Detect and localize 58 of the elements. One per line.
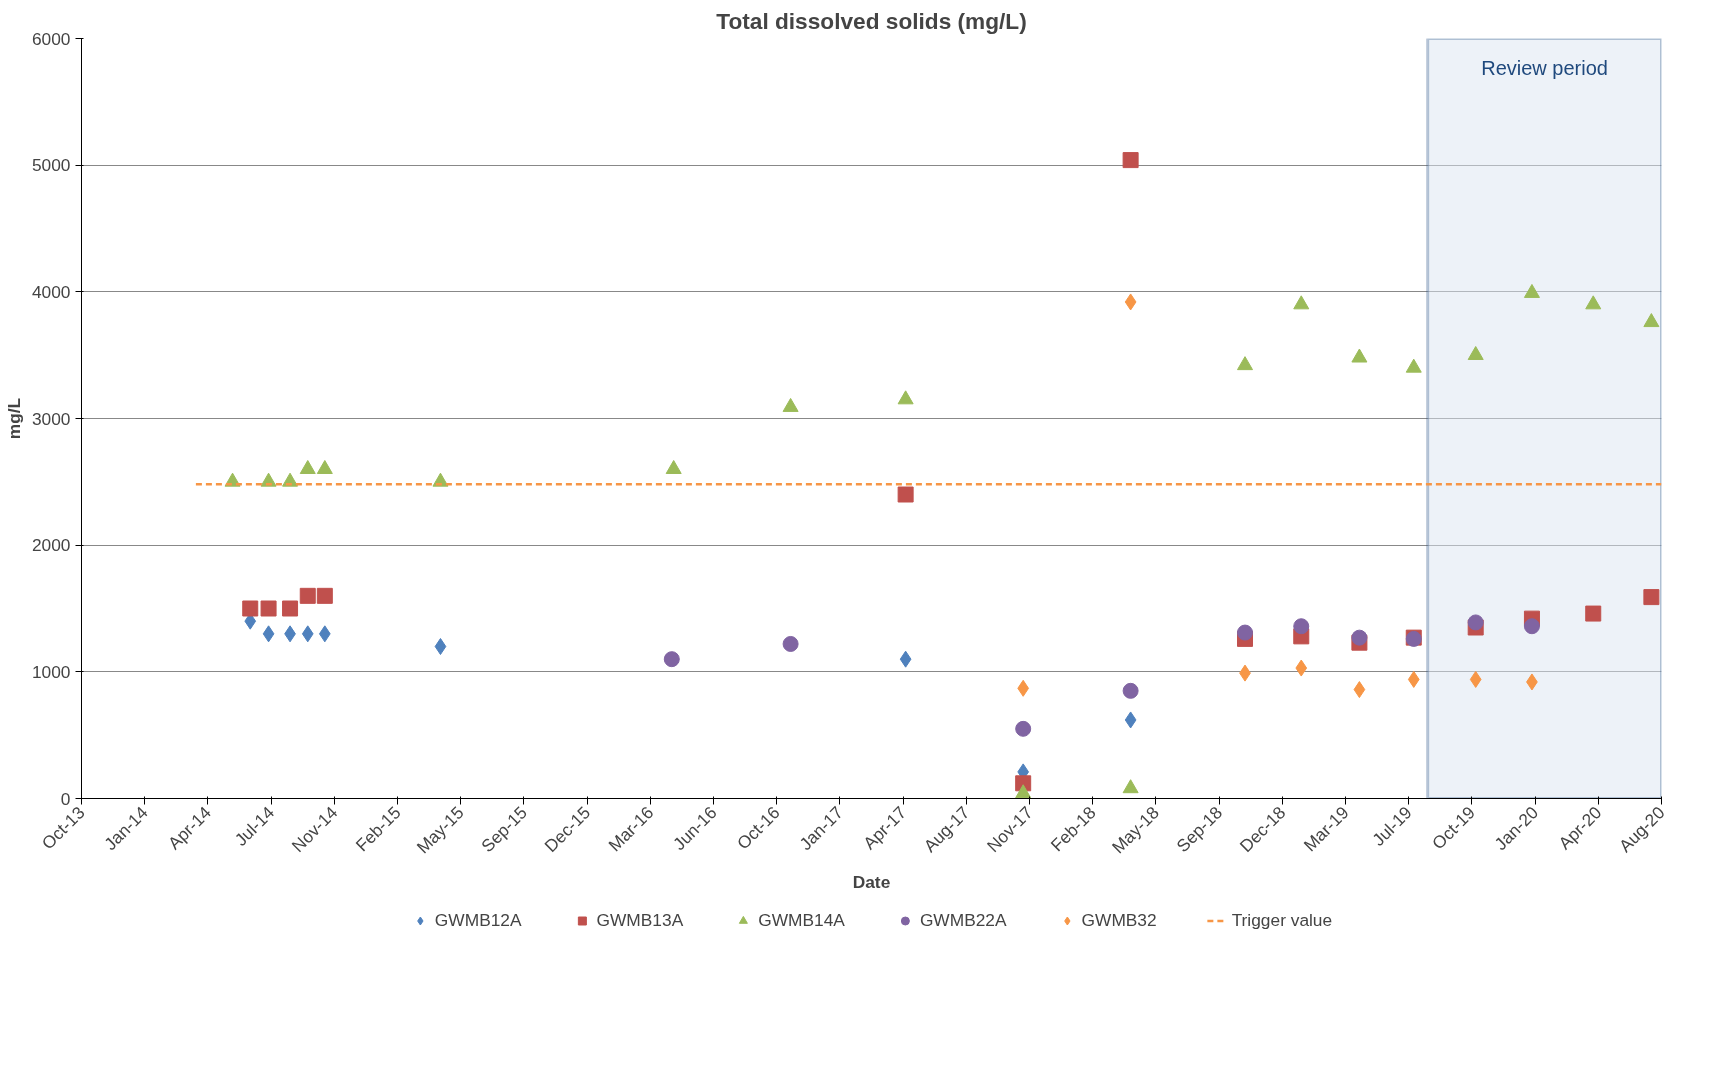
point [1017, 679, 1030, 697]
y-tick-label: 2000 [31, 535, 71, 556]
point [897, 486, 914, 503]
legend-label: Trigger value [1231, 909, 1333, 931]
y-tick-label: 4000 [31, 281, 71, 302]
point [899, 650, 912, 668]
chart-title: Total dissolved solids (mg/L) [716, 7, 1027, 34]
legend-label: GWMB32 [1081, 909, 1157, 931]
point [282, 600, 299, 617]
point [316, 460, 333, 474]
point [260, 600, 277, 617]
point [1353, 681, 1366, 699]
point [1643, 589, 1660, 606]
point [262, 625, 275, 643]
point [1237, 624, 1254, 641]
legend-label: GWMB22A [919, 909, 1007, 931]
y-tick-label: 1000 [31, 661, 71, 682]
point [1237, 356, 1254, 371]
point [1124, 711, 1137, 729]
y-axis-title: mg/L [3, 397, 24, 440]
point [1469, 670, 1482, 688]
point [1585, 605, 1602, 622]
point [1407, 670, 1420, 688]
legend-label: GWMB14A [758, 909, 845, 931]
point [299, 460, 316, 474]
y-tick-label: 6000 [31, 28, 71, 49]
point [301, 625, 314, 643]
point [1643, 313, 1660, 328]
point [1585, 295, 1602, 310]
point [782, 397, 799, 412]
point [782, 635, 799, 652]
point [318, 625, 331, 643]
y-tick-label: 3000 [31, 408, 71, 429]
point [897, 390, 914, 405]
point [1293, 618, 1310, 635]
legend-label: GWMB12A [434, 909, 522, 931]
point [663, 651, 680, 668]
point [1467, 614, 1484, 631]
point [1351, 629, 1368, 646]
y-tick-label: 5000 [31, 155, 71, 176]
point [1467, 346, 1484, 360]
point [1295, 659, 1308, 677]
x-axis-title: Date [852, 872, 891, 893]
y-tick-label: 0 [60, 788, 71, 809]
point [242, 600, 259, 617]
point [434, 638, 447, 655]
band-label: Review period [1481, 56, 1608, 79]
point [1351, 348, 1368, 363]
point [1015, 720, 1032, 737]
point [1293, 295, 1310, 310]
point [1523, 618, 1540, 635]
point [1122, 682, 1139, 699]
point [665, 460, 682, 474]
point [1523, 283, 1540, 298]
point [316, 587, 333, 604]
legend-label: GWMB13A [596, 909, 684, 931]
point [1405, 358, 1422, 373]
point [299, 587, 316, 604]
